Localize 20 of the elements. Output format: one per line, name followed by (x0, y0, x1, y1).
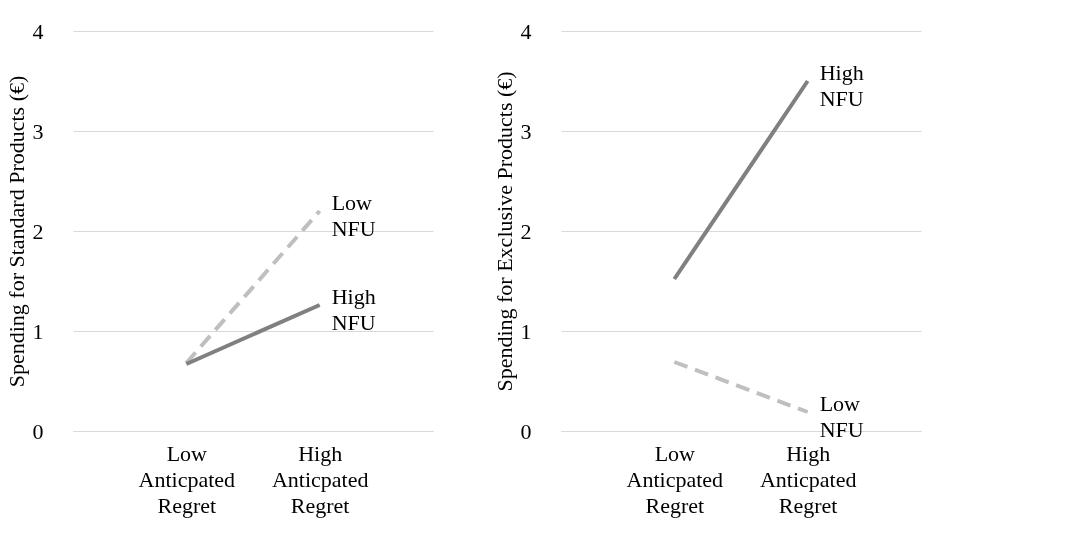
x-tick-label: High Anticpated Regret (271, 440, 369, 518)
y-axis-title: Spending for Exclusive Products (€) (491, 71, 517, 392)
y-axis-title: Spending for Standard Products (€) (3, 75, 29, 388)
x-tick-label: Low Anticpated Regret (138, 440, 236, 518)
y-tick-label: 3 (32, 118, 44, 144)
y-tick-label: 2 (32, 218, 44, 244)
series-label: High NFU (331, 284, 376, 335)
y-tick-label: 3 (520, 118, 532, 144)
series-label: Low NFU (819, 391, 864, 442)
y-tick-label: 1 (32, 318, 44, 344)
series-label: High NFU (819, 60, 864, 111)
y-tick-label: 4 (520, 18, 532, 44)
x-tick-label: Low Anticpated Regret (626, 440, 724, 518)
y-tick-label: 2 (520, 218, 532, 244)
y-tick-label: 1 (520, 318, 532, 344)
y-tick-label: 0 (32, 418, 44, 444)
series-label: Low NFU (331, 190, 376, 241)
y-tick-label: 0 (520, 418, 532, 444)
x-tick-label: High Anticpated Regret (759, 440, 857, 518)
y-tick-label: 4 (32, 18, 44, 44)
